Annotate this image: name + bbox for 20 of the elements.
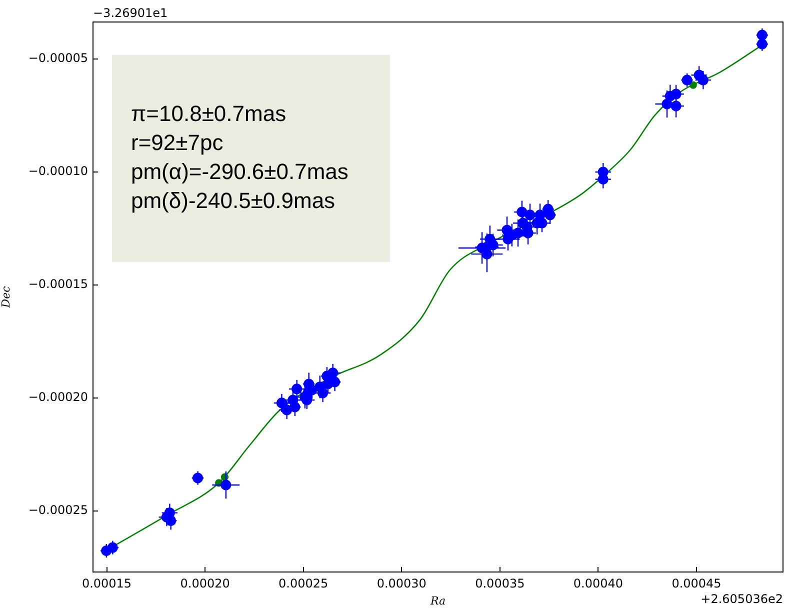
- y-tick-label: −0.00010: [28, 164, 88, 178]
- x-tick-label: 0.00035: [475, 576, 525, 590]
- x-tick-label: 0.00025: [278, 576, 328, 590]
- x-axis-title: Ra: [429, 594, 446, 608]
- y-tick-label: −0.00025: [28, 503, 88, 518]
- y-axis-title: Dec: [0, 286, 12, 309]
- annotation: pm(δ)-240.5±0.9mas: [131, 187, 336, 215]
- text: +2.605036e2: [700, 592, 783, 606]
- x-tick-label: 0.00020: [180, 576, 230, 590]
- x-tick-label: 0.00030: [376, 576, 426, 590]
- y-tick-label: −0.00005: [28, 51, 88, 66]
- annotation: pm(α)=-290.6±0.7mas: [131, 158, 350, 186]
- annotation: π=10.8±0.7mas: [131, 100, 288, 128]
- x-tick-label: 0.00045: [672, 576, 722, 590]
- x-tick-label: 0.00040: [573, 576, 624, 590]
- y-tick-label: −0.00015: [28, 277, 88, 292]
- annotation: r=92±7pc: [131, 129, 224, 157]
- y-tick-label: −0.00020: [28, 390, 88, 404]
- x-tick-label: 0.00015: [82, 576, 132, 590]
- text: −3.26901e1: [93, 6, 168, 20]
